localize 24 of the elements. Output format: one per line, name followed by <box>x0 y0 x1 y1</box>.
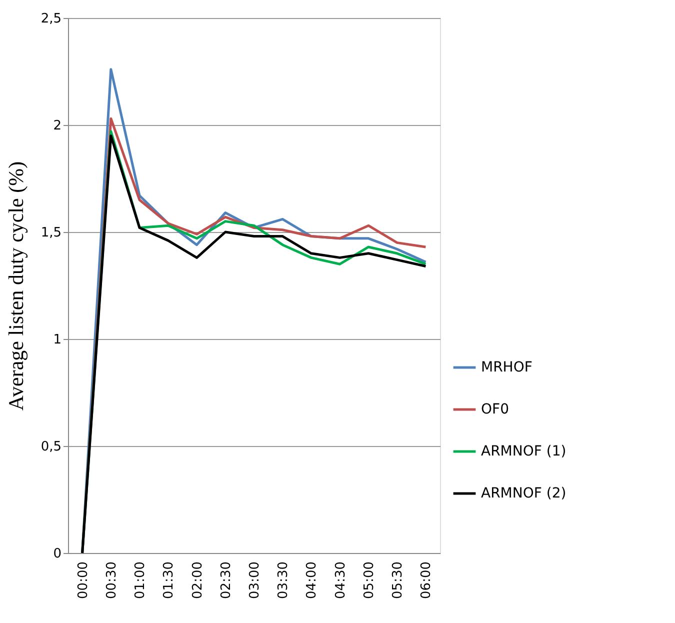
y-tick-label: 0,5 <box>40 440 62 454</box>
y-tick-label: 2 <box>53 118 62 134</box>
x-tick-label: 04:30 <box>333 562 348 599</box>
x-tick-label: 00:00 <box>76 562 91 599</box>
legend-label: ARMNOF (1) <box>481 444 566 460</box>
legend-label: ARMNOF (2) <box>481 486 566 502</box>
x-tick-label: 01:30 <box>162 562 177 599</box>
x-tick-label: 03:00 <box>248 562 262 599</box>
x-tick-label: 05:30 <box>390 562 406 599</box>
x-tick-label: 03:30 <box>276 562 292 599</box>
x-tick-label: 02:30 <box>218 562 234 599</box>
x-tick-label: 02:00 <box>190 562 206 599</box>
y-axis-title: Average listen duty cycle (%) <box>4 161 28 411</box>
x-tick-label: 06:00 <box>419 562 434 599</box>
legend-label: OF0 <box>481 402 509 418</box>
x-tick-label: 05:00 <box>362 562 377 599</box>
y-tick-label: 2,5 <box>40 12 62 26</box>
legend-label: MRHOF <box>481 360 532 376</box>
y-tick-label: 0 <box>53 546 62 562</box>
y-tick-label: 1 <box>53 332 62 348</box>
x-tick-label: 04:00 <box>304 562 320 599</box>
x-tick-label: 00:30 <box>104 562 120 599</box>
x-tick-label: 01:00 <box>133 562 148 599</box>
y-tick-label: 1,5 <box>40 226 62 240</box>
